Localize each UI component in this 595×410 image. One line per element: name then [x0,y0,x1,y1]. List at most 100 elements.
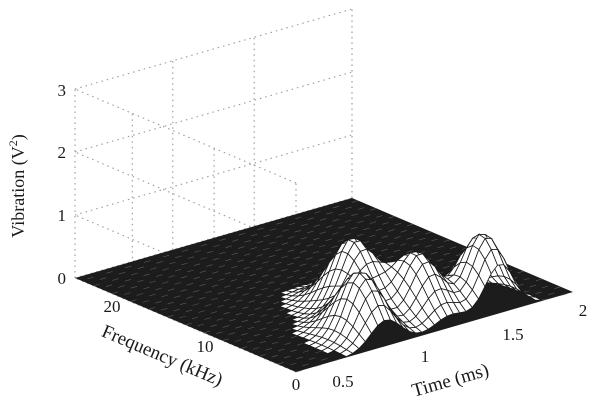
mesh-line [535,291,542,294]
mesh-line [259,354,266,357]
mesh-line [307,217,314,220]
mesh-line [332,205,340,209]
mesh-line [219,238,226,241]
mesh-line [306,244,314,247]
mesh-line [287,249,295,252]
mesh-line [425,231,432,235]
mesh-line [424,244,432,248]
mesh-line [232,239,239,242]
mesh-line [148,307,156,310]
mesh-line [198,310,205,313]
mesh-line [240,346,248,349]
mesh-line [292,282,300,285]
mesh-line [369,234,376,238]
z-axis-ticks: 0 1 2 3 [58,81,67,288]
mesh-line [224,272,232,275]
mesh-line [319,231,326,234]
mesh-line [257,227,264,230]
z-axis-label: Vibration (V2) [6,134,29,237]
mesh-line [436,259,444,262]
mesh-line [211,284,219,287]
mesh-line [302,350,310,353]
mesh-line [289,362,297,366]
mesh-line [284,342,291,345]
y-tick-label: 10 [197,337,214,356]
mesh-line [203,330,211,334]
mesh-line [125,265,132,269]
mesh-line [261,274,269,277]
z-tick-label: 1 [58,206,67,225]
z-tick-label: 2 [58,143,67,162]
mesh-line [280,282,287,285]
mesh-line [105,284,113,287]
mesh-line [198,297,206,300]
mesh-line [248,300,255,303]
surface-mesh [87,200,567,373]
mesh-line [393,249,401,252]
mesh-line [149,293,156,297]
mesh-line [191,316,199,320]
mesh-line [180,289,187,292]
mesh-line [130,286,138,289]
mesh-line [249,260,257,263]
mesh-line [541,298,548,301]
mesh-line [222,325,230,328]
mesh-line [314,211,321,214]
mesh-line [238,246,245,249]
mesh-line [394,236,401,239]
mesh-line [535,278,543,282]
mesh-line [124,279,132,282]
mesh-line [206,264,213,267]
mesh-line [161,281,169,284]
mesh-line [218,278,225,281]
mesh-line [278,348,285,352]
mesh-line [294,243,301,246]
mesh-line [284,328,292,332]
mesh-line [199,270,207,273]
mesh-line [193,263,201,266]
mesh-line [266,321,273,324]
mesh-line [268,255,276,258]
mesh-cell [528,296,542,301]
mesh-line [351,200,359,203]
mesh-line [167,315,174,318]
mesh-line [313,237,320,241]
mesh-line [285,315,292,318]
x-tick-label: 0.5 [332,372,353,391]
mesh-line [362,241,370,244]
mesh-line [300,250,307,253]
mesh-line [179,315,186,319]
mesh-line [381,235,389,238]
mesh-line [144,260,151,263]
mesh-line [293,256,301,259]
mesh-line [338,226,345,229]
mesh-line [224,285,231,288]
mesh-line [225,258,232,262]
mesh-line [143,286,150,290]
mesh-line [231,252,238,255]
mesh-line [179,302,187,305]
mesh-line [314,364,322,367]
mesh-line [272,328,279,331]
z-axis-label-close: ) [8,134,29,140]
y-tick-label: 20 [104,297,121,316]
mesh-line [325,225,333,228]
mesh-line [333,358,341,362]
mesh-line [279,308,286,312]
mesh-line [217,304,224,308]
mesh-line [254,307,261,310]
mesh-line [267,281,275,284]
mesh-line [185,322,192,326]
mesh-line [217,291,225,295]
mesh-line [312,264,319,267]
mesh-line [272,341,279,345]
mesh-line [174,282,181,285]
grid-line [74,134,353,216]
mesh-line [274,262,282,265]
mesh-line [437,245,444,249]
mesh-line [269,241,276,245]
mesh-line [210,311,218,314]
mesh-line [112,278,119,281]
mesh-line [87,276,94,280]
mesh-line [376,215,383,218]
